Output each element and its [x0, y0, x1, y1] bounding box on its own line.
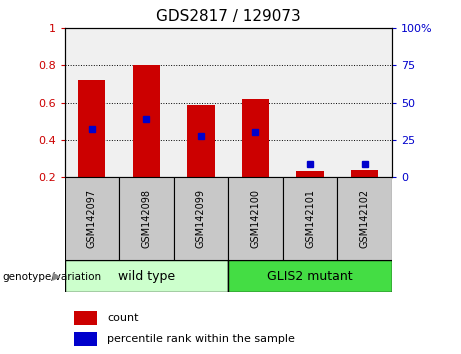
Text: GSM142099: GSM142099 [196, 189, 206, 248]
Text: GSM142100: GSM142100 [250, 189, 260, 248]
Bar [133, 65, 160, 177]
Bar [228, 177, 283, 260]
Bar [351, 170, 378, 177]
Bar [187, 104, 214, 177]
Bar [65, 177, 119, 260]
Text: wild type: wild type [118, 270, 175, 282]
Text: genotype/variation: genotype/variation [2, 272, 101, 282]
Text: GSM142101: GSM142101 [305, 189, 315, 248]
Title: GDS2817 / 129073: GDS2817 / 129073 [156, 9, 301, 24]
Text: GLIS2 mutant: GLIS2 mutant [267, 270, 353, 282]
Text: GSM142098: GSM142098 [142, 189, 151, 248]
Text: percentile rank within the sample: percentile rank within the sample [107, 334, 295, 344]
Text: GSM142102: GSM142102 [360, 189, 370, 248]
Bar [74, 332, 97, 346]
Bar [283, 177, 337, 260]
Text: count: count [107, 313, 139, 323]
Bar [228, 260, 392, 292]
Bar [119, 177, 174, 260]
Bar [242, 99, 269, 177]
Bar [74, 312, 97, 325]
Bar [78, 80, 106, 177]
Bar [65, 260, 228, 292]
Bar [296, 171, 324, 177]
Bar [337, 177, 392, 260]
Text: GSM142097: GSM142097 [87, 189, 97, 248]
Bar [174, 177, 228, 260]
